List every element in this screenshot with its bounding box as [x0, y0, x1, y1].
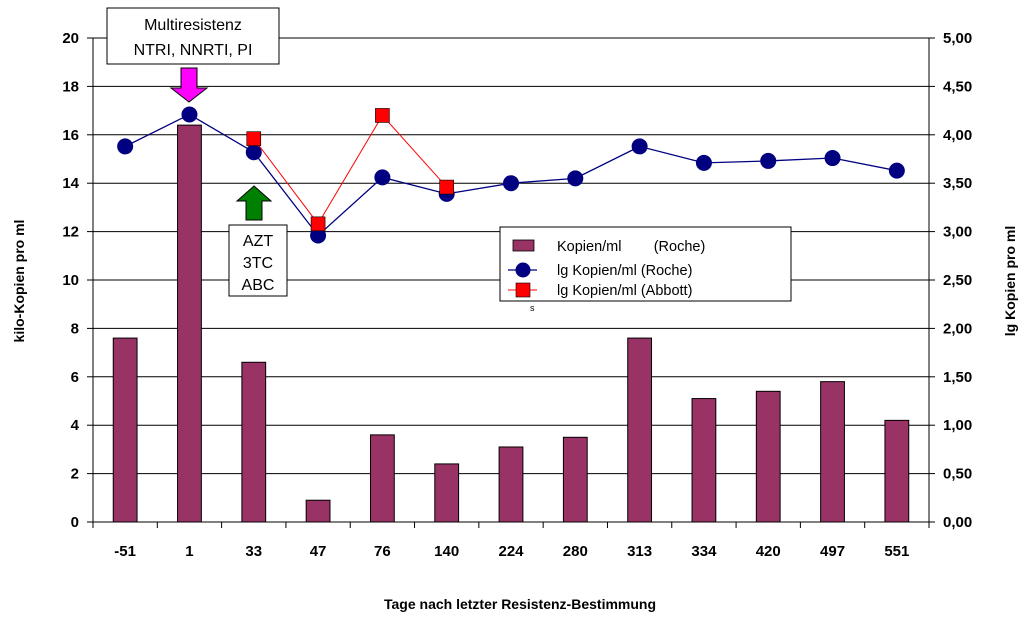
bar [434, 463, 460, 523]
bar-series [112, 124, 910, 523]
roche-point [310, 227, 327, 244]
bar [369, 434, 395, 523]
x-tick-label: 551 [884, 543, 909, 560]
x-tick-label: 280 [563, 543, 588, 560]
abbott-point [439, 179, 454, 195]
x-axis-title: Tage nach letzter Resistenz-Bestimmung [384, 596, 656, 612]
y-axis-left-title: kilo-Kopien pro ml [11, 220, 27, 343]
bar [177, 124, 202, 523]
annotation-line: NTRI, NNRTI, PI [134, 42, 253, 59]
x-tick-label: 313 [627, 543, 652, 560]
annotation-line: ABC [242, 277, 275, 294]
tick-labels: 0 0,00 2 0,50 4 1,00 6 1,50 8 2,00 10 2,50 12 3,00 14 3… [62, 30, 972, 560]
x-tick-label: 497 [820, 543, 845, 560]
y2-tick-label: 5,00 [943, 30, 972, 47]
annotation-line: Multiresistenz [144, 17, 242, 34]
y2-tick-label: 3,00 [943, 224, 972, 241]
roche-point [181, 106, 198, 123]
y2-tick-label: 2,00 [943, 320, 972, 337]
x-tick-label: 33 [245, 543, 262, 560]
legend: Kopien/ml (Roche) lg Kopien/ml (Roche) l… [499, 226, 792, 313]
bar [820, 381, 845, 523]
bar [112, 337, 138, 523]
y-axis-right-title: lg Kopien pro ml [1002, 226, 1018, 336]
y-tick-label: 2 [71, 466, 79, 483]
x-tick-label: 420 [756, 543, 781, 560]
roche-point [631, 138, 648, 155]
y2-tick-label: 0,50 [943, 466, 972, 483]
arrow-down-icon [169, 67, 209, 103]
y2-tick-label: 2,50 [943, 272, 972, 289]
roche-point [824, 150, 841, 167]
roche-point [695, 154, 712, 171]
annotation-line: 3TC [243, 255, 273, 272]
annotation-box [228, 224, 288, 297]
bar [241, 361, 267, 523]
arrow-up-icon [235, 185, 273, 221]
legend-roche-marker [515, 262, 531, 278]
x-tick-label: 1 [185, 543, 193, 560]
bar [755, 390, 781, 523]
stray-mark: s [530, 303, 535, 313]
x-tick-label: 140 [434, 543, 459, 560]
y-tick-label: 4 [71, 417, 80, 434]
legend-bar-swatch [512, 239, 535, 252]
y2-tick-label: 3,50 [943, 175, 972, 192]
bar [498, 446, 524, 523]
bar [627, 337, 653, 523]
y-tick-label: 20 [62, 30, 79, 47]
abbott-point [310, 216, 326, 232]
legend-label: lg Kopien/ml (Roche) [557, 263, 692, 279]
abbott-line [253, 114, 448, 225]
legend-label: Kopien/ml (Roche) [557, 239, 705, 255]
roche-point [567, 170, 584, 187]
bar [884, 419, 910, 523]
abbott-point [375, 108, 390, 123]
legend-abbott-marker [515, 282, 531, 298]
axes [87, 37, 935, 528]
abbott-point [246, 131, 262, 146]
roche-point [760, 152, 777, 169]
x-tick-label: 334 [691, 543, 717, 560]
roche-point [374, 169, 391, 186]
y-tick-label: 18 [62, 78, 79, 95]
x-tick-label: 76 [374, 543, 391, 560]
y-tick-label: 8 [71, 320, 79, 337]
bar [305, 499, 331, 523]
annotation-line: AZT [243, 233, 273, 250]
line-series [117, 106, 905, 244]
y-tick-label: 6 [71, 369, 79, 386]
y-tick-label: 14 [62, 175, 79, 192]
bar [691, 398, 717, 523]
y2-tick-label: 1,00 [943, 417, 972, 434]
annotation-box [106, 7, 280, 65]
x-tick-label: -51 [114, 543, 136, 560]
roche-point [503, 175, 519, 192]
roche-point [245, 144, 262, 161]
legend-label: lg Kopien/ml (Abbott) [557, 283, 692, 299]
annotation-multiresistenz: Multiresistenz NTRI, NNRTI, PI [106, 7, 280, 103]
annotation-azt-3tc-abc: AZT 3TC ABC [228, 185, 288, 297]
x-tick-label: 224 [498, 543, 524, 560]
y2-tick-label: 0,00 [943, 514, 972, 531]
roche-line [124, 113, 897, 237]
x-tick-label: 47 [310, 543, 327, 560]
y2-tick-label: 1,50 [943, 369, 972, 386]
y-tick-label: 0 [71, 514, 79, 531]
y-tick-label: 12 [62, 224, 79, 241]
roche-point [117, 138, 134, 155]
y-tick-label: 16 [62, 127, 79, 144]
y-tick-label: 10 [62, 272, 79, 289]
legend-box [499, 226, 792, 302]
y2-tick-label: 4,00 [943, 127, 972, 144]
roche-point [888, 162, 905, 179]
y2-tick-label: 4,50 [943, 78, 972, 95]
bar [562, 436, 588, 523]
